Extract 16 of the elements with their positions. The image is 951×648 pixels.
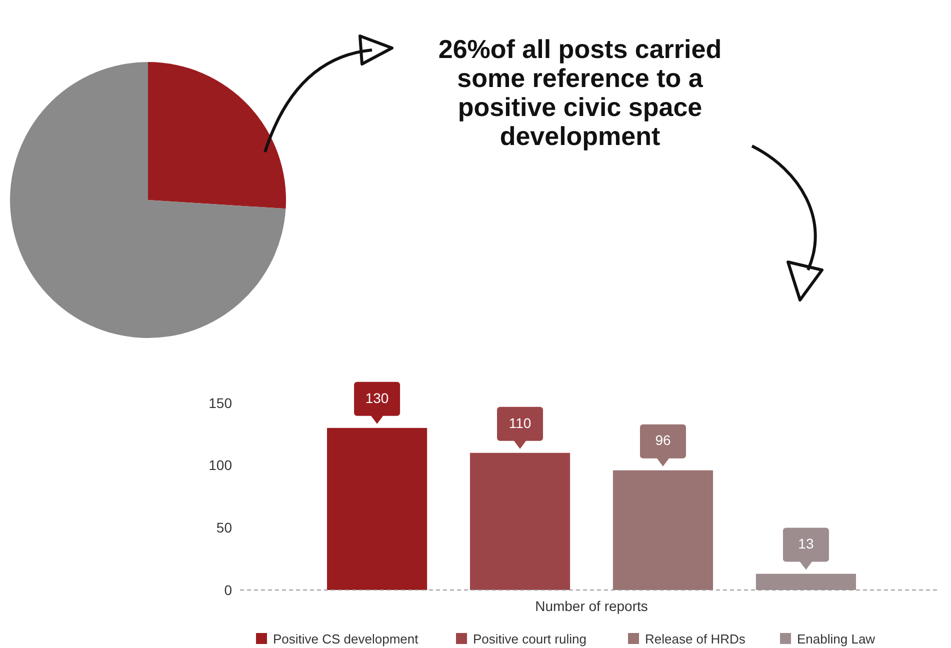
data-label: 96 [655,432,671,448]
data-label: 13 [798,536,814,552]
data-label: 110 [508,414,532,431]
pie-slice [148,62,286,209]
y-tick-label: 100 [208,457,232,474]
y-tick-label: 150 [208,394,232,411]
x-axis-title: Number of reports [535,598,648,614]
legend-label: Enabling Law [797,632,876,647]
legend-label: Positive court ruling [473,632,586,647]
pie-slice [10,62,286,338]
data-label: 130 [365,390,389,406]
text: 26%of all posts carried some reference to a positive civic space development [438,34,722,151]
legend-label: Positive CS development [273,632,419,647]
y-tick-label: 50 [216,520,232,536]
y-tick-label: 0 [224,582,232,598]
legend-label: Release of HRDs [645,632,746,647]
